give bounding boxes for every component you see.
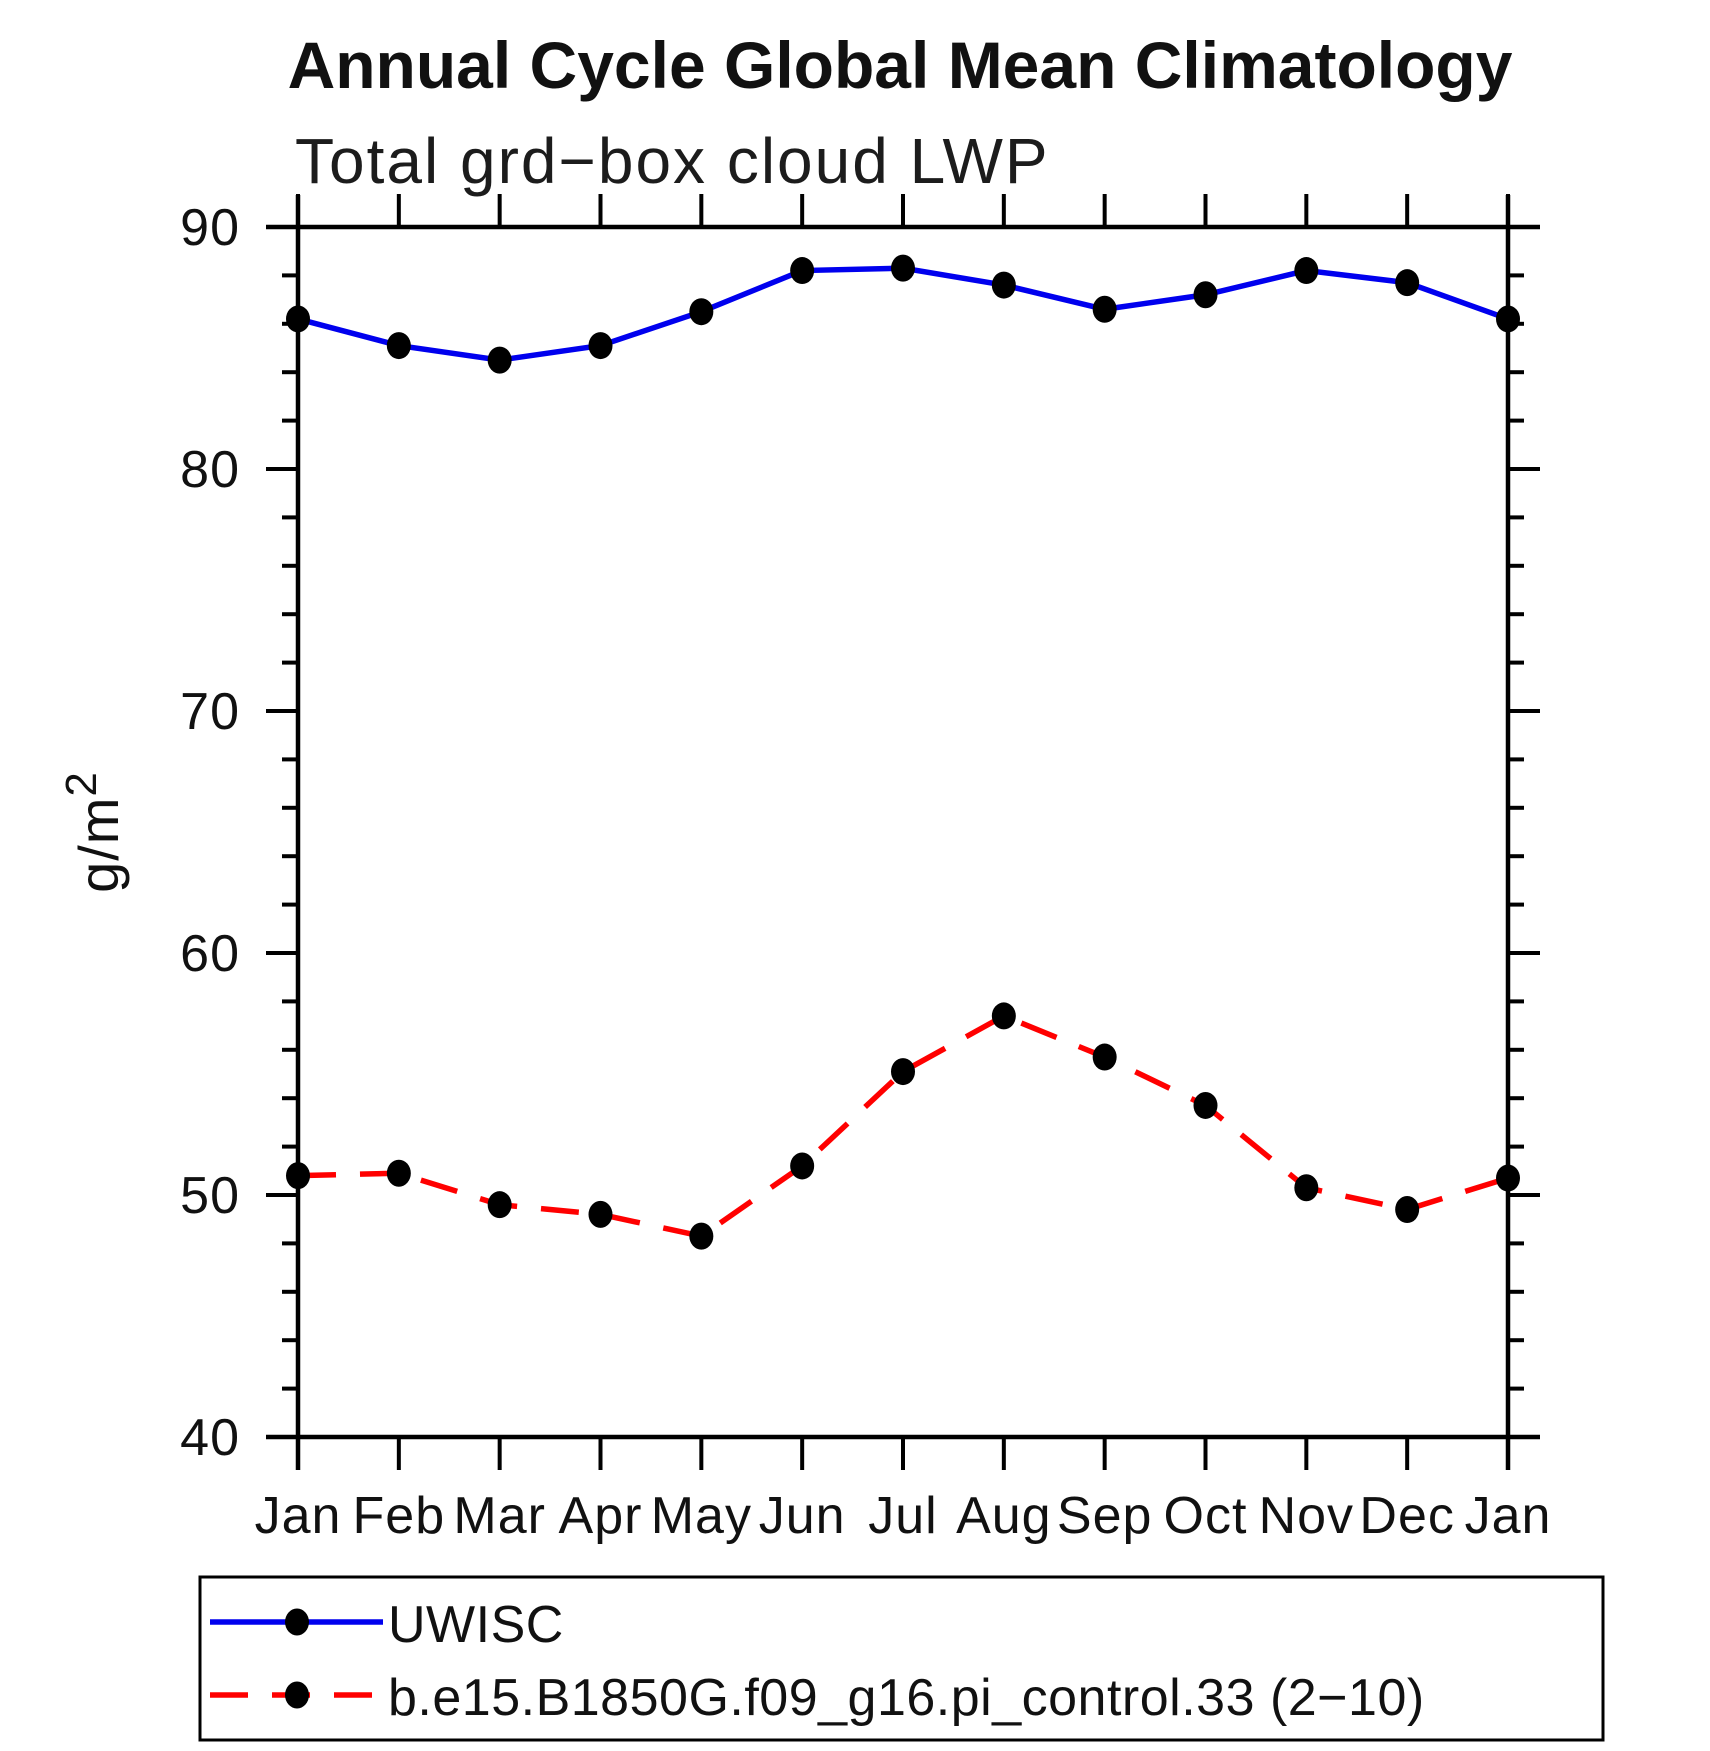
plot-series — [286, 254, 1520, 1250]
series-0-marker — [386, 332, 411, 360]
series-0-marker — [790, 257, 815, 285]
series-0-marker — [689, 298, 714, 326]
series-1-marker — [1395, 1196, 1420, 1224]
axes — [266, 194, 1540, 1470]
y-axis-title-base: g/m — [67, 797, 130, 893]
series-1-marker — [1193, 1091, 1218, 1119]
y-tick-label: 40 — [180, 1409, 240, 1467]
series-1-marker — [588, 1200, 613, 1228]
legend-label-model: b.e15.B1850G.f09_g16.pi_control.33 (2−10… — [388, 1669, 1425, 1727]
series-line-1 — [297, 1012, 1509, 1240]
x-tick-label: Jan — [255, 1487, 342, 1545]
x-tick-label: Aug — [956, 1487, 1052, 1545]
series-1-marker — [386, 1159, 411, 1187]
series-0-marker — [1395, 269, 1420, 297]
series-0-marker — [891, 254, 915, 282]
series-0-marker — [588, 332, 613, 360]
y-axis-title: g/m2 — [57, 771, 130, 893]
y-tick-label: 50 — [180, 1167, 240, 1225]
x-tick-label: Dec — [1359, 1487, 1454, 1545]
series-1-marker — [891, 1058, 915, 1086]
series-0-marker — [487, 346, 512, 374]
y-axis-title-superscript: 2 — [57, 771, 106, 796]
series-0-marker — [991, 271, 1016, 299]
series-1-marker — [1092, 1043, 1117, 1071]
y-tick-label: 70 — [180, 683, 240, 741]
series-1-marker — [991, 1002, 1016, 1030]
x-tick-label: Apr — [559, 1487, 643, 1545]
series-0-marker — [1294, 257, 1319, 285]
x-tick-label: Sep — [1057, 1487, 1153, 1545]
legend-label-uwisc: UWISC — [388, 1596, 564, 1654]
series-1-marker — [689, 1222, 714, 1250]
y-tick-label: 80 — [180, 441, 240, 499]
legend: UWISC b.e15.B1850G.f09_g16.pi_control.33… — [198, 1575, 1605, 1742]
x-tick-label: Nov — [1259, 1487, 1354, 1545]
x-tick-label: Jul — [868, 1487, 937, 1545]
legend-box — [198, 1575, 1605, 1742]
series-1-marker — [286, 1162, 310, 1190]
series-line-0 — [297, 265, 1509, 363]
series-0-marker — [1496, 305, 1520, 333]
x-tick-label: Jan — [1465, 1487, 1552, 1545]
chart-title: Annual Cycle Global Mean Climatology — [288, 28, 1513, 102]
series-0-marker — [286, 305, 310, 333]
series-1-marker — [1294, 1174, 1319, 1202]
series-1-marker — [487, 1191, 512, 1219]
y-tick-label: 90 — [180, 199, 240, 257]
series-0-marker — [1092, 295, 1117, 323]
x-tick-label: Mar — [453, 1487, 546, 1545]
chart-subtitle: Total grd−box cloud LWP — [295, 125, 1050, 197]
x-tick-label: May — [651, 1487, 752, 1545]
series-0-marker — [1193, 281, 1218, 309]
x-tick-label: Oct — [1164, 1487, 1248, 1545]
y-tick-labels: 40 50 60 70 80 90 — [180, 199, 240, 1467]
legend-sample-marker-model — [285, 1681, 309, 1709]
x-tick-label: Feb — [353, 1487, 446, 1545]
x-tick-labels: Jan Feb Mar Apr May Jun Jul Aug Sep Oct Nov Dec Jan — [255, 1487, 1552, 1545]
x-tick-label: Jun — [759, 1487, 846, 1545]
series-1-marker — [790, 1152, 815, 1180]
y-tick-label: 60 — [180, 925, 240, 983]
legend-sample-marker-uwisc — [285, 1608, 309, 1636]
series-1-marker — [1496, 1164, 1520, 1192]
